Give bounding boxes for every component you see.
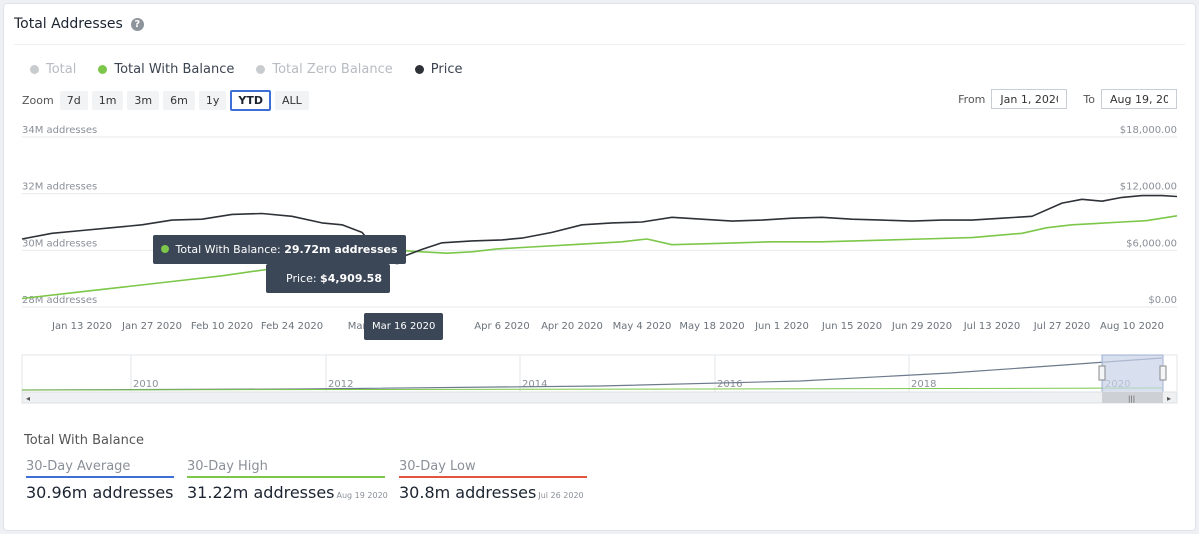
stat-label: 30-Day Low	[399, 459, 476, 474]
left-axis-tick-label: 34M addresses	[22, 125, 97, 136]
zoom-7d-button[interactable]: 7d	[59, 91, 88, 110]
scroll-right-arrow-icon: ▸	[1167, 394, 1171, 403]
to-date-input[interactable]	[1101, 89, 1177, 109]
navigator-handle-right	[1159, 365, 1167, 381]
navigator-year-label: 2012	[328, 379, 353, 390]
navigator-scrollbar-thumb	[1102, 392, 1163, 403]
legend: Total Total With Balance Total Zero Bala…	[30, 62, 462, 77]
title-row: Total Addresses ?	[14, 16, 144, 32]
x-axis-tick-label: May 4 2020	[613, 321, 672, 332]
series-line-price	[21, 194, 1178, 262]
stat-underline	[26, 476, 174, 478]
x-axis-tick-label: Aug 10 2020	[1100, 321, 1164, 332]
scroll-grip-icon: |||	[1128, 395, 1135, 403]
from-label: From	[958, 92, 986, 106]
tooltip-price-value: $4,909.58	[320, 272, 382, 285]
zoom-ytd-button[interactable]: YTD	[230, 90, 271, 111]
zoom-1y-button[interactable]: 1y	[198, 91, 227, 110]
stat-value: 30.8m addresses Jul 26 2020	[399, 483, 584, 502]
x-axis-tick-label: Jun 29 2020	[891, 321, 952, 332]
x-axis-tick-label: Jun 1 2020	[754, 321, 809, 332]
legend-label-total: Total	[46, 62, 77, 77]
navigator-balance-line	[21, 387, 1163, 391]
stat-underline	[399, 476, 587, 478]
legend-dot-price	[414, 65, 424, 74]
from-date-input[interactable]	[991, 89, 1068, 109]
right-axis-tick-label: $18,000.00	[1120, 125, 1177, 136]
to-label: To	[1083, 92, 1095, 106]
navigator-handle-left	[1098, 365, 1106, 381]
x-axis-tick-label: May 18 2020	[679, 321, 744, 332]
zoom-6m-button[interactable]: 6m	[163, 91, 195, 110]
x-axis-tick-label: Jul 27 2020	[1033, 321, 1091, 332]
date-range: From To	[958, 89, 1177, 109]
zoom-controls: Zoom 7d 1m 3m 6m 1y YTD ALL	[22, 90, 309, 111]
tooltip-series-value: 29.72m addresses	[284, 243, 398, 256]
chart-title: Total Addresses	[14, 16, 123, 32]
zoom-all-button[interactable]: ALL	[274, 91, 309, 110]
stat-30-day-average: 30-Day Average 30.96m addresses	[26, 459, 174, 502]
zoom-label: Zoom	[22, 94, 54, 107]
x-axis-tick-label: Jan 27 2020	[121, 321, 182, 332]
right-axis-tick-label: $12,000.00	[1120, 182, 1177, 193]
navigator-year-label: 2010	[133, 379, 158, 390]
tooltip-series-label: Total With Balance:	[175, 243, 281, 256]
x-axis-tick-label: Apr 6 2020	[474, 321, 529, 332]
navigator-year-label: 2016	[717, 379, 742, 390]
legend-item-total-with-balance[interactable]: Total With Balance	[98, 62, 234, 77]
chart-card: Total Addresses ? Total Total With Balan…	[3, 3, 1196, 531]
stat-30-day-high: 30-Day High 31.22m addresses Aug 19 2020	[187, 459, 388, 502]
legend-label-price: Price	[430, 62, 463, 77]
navigator-year-label: 2014	[522, 379, 547, 390]
legend-item-total[interactable]: Total	[30, 62, 76, 77]
tooltip-series-dot	[161, 245, 169, 253]
stat-label: 30-Day High	[187, 459, 268, 474]
navigator-series-line	[21, 357, 1163, 391]
stat-value: 31.22m addresses Aug 19 2020	[187, 483, 388, 502]
x-axis-tick-label: Jan 13 2020	[51, 321, 112, 332]
zoom-3m-button[interactable]: 3m	[127, 91, 160, 110]
stats-title: Total With Balance	[24, 433, 144, 448]
right-axis-tick-label: $6,000.00	[1126, 238, 1177, 249]
x-axis-tick-label: Jul 13 2020	[963, 321, 1021, 332]
stat-label: 30-Day Average	[26, 459, 131, 474]
stat-value: 30.96m addresses	[26, 483, 174, 502]
zoom-1m-button[interactable]: 1m	[91, 91, 124, 110]
left-axis-tick-label: 32M addresses	[22, 182, 97, 193]
legend-label-total-with-balance: Total With Balance	[114, 62, 235, 77]
stat-underline	[187, 476, 385, 478]
legend-label-total-zero-balance: Total Zero Balance	[272, 62, 393, 77]
navigator-year-label: 2018	[911, 379, 936, 390]
legend-item-total-zero-balance[interactable]: Total Zero Balance	[256, 62, 393, 77]
scroll-left-arrow-icon: ◂	[26, 394, 30, 403]
stat-30-day-low: 30-Day Low 30.8m addresses Jul 26 2020	[399, 459, 587, 502]
right-axis-tick-label: $0.00	[1148, 295, 1177, 306]
x-axis-tick-label: Feb 24 2020	[261, 321, 323, 332]
legend-dot-total-zero-balance	[256, 65, 266, 74]
legend-item-price[interactable]: Price	[414, 62, 463, 77]
navigator-scrollbar-track	[21, 391, 1178, 404]
tooltip-price: Price: $4,909.58	[266, 264, 390, 293]
x-axis-tick-label: Jun 15 2020	[821, 321, 882, 332]
x-axis-tick-label: Feb 10 2020	[191, 321, 253, 332]
x-axis-tick-label: Mar 9	[348, 321, 376, 332]
x-axis-tick-label: Apr 20 2020	[541, 321, 603, 332]
legend-dot-total-with-balance	[98, 65, 108, 74]
title-divider	[14, 44, 1185, 45]
tooltip-series: Total With Balance: 29.72m addresses	[153, 235, 406, 264]
left-axis-tick-label: 28M addresses	[22, 295, 97, 306]
tooltip-date-value: Mar 16 2020	[372, 321, 436, 332]
help-icon[interactable]: ?	[130, 17, 144, 31]
navigator-selection	[1101, 354, 1164, 393]
left-axis-tick-label: 30M addresses	[22, 238, 97, 249]
tooltip-date: Mar 16 2020	[364, 313, 444, 340]
tooltip-price-label: Price:	[286, 272, 317, 285]
legend-dot-total	[30, 65, 39, 74]
